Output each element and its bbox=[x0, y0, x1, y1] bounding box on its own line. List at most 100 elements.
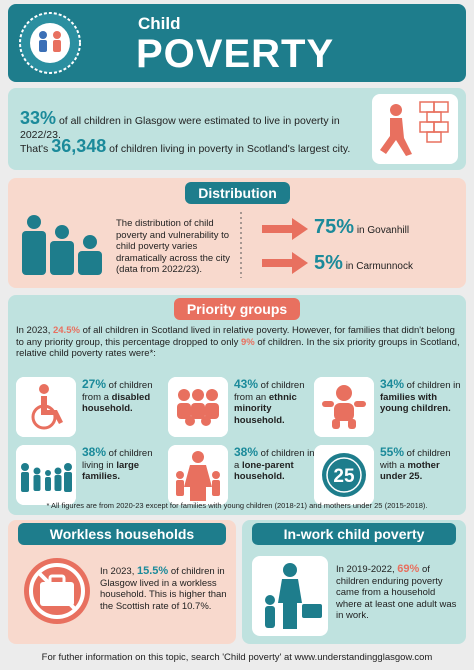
icon-shape bbox=[21, 463, 29, 471]
footnote: * All figures are from 2020-23 except fo… bbox=[46, 501, 428, 510]
icon-shape bbox=[45, 470, 51, 476]
logo bbox=[19, 12, 81, 74]
priority-item: 25 55% of children with a mother under 2… bbox=[314, 445, 464, 507]
text: In 2023, bbox=[100, 566, 135, 577]
icon-shape bbox=[212, 480, 220, 496]
intro-line: That's 36,348 of children living in pove… bbox=[20, 136, 370, 157]
no-work-icon bbox=[24, 558, 90, 624]
icon-shape bbox=[322, 453, 366, 497]
icon-shape bbox=[54, 475, 62, 491]
priority-intro: In 2023, 24.5% of all children in Scotla… bbox=[16, 325, 460, 360]
lone-parent-icon bbox=[168, 445, 228, 505]
divider bbox=[240, 212, 242, 278]
highlight: 27% bbox=[82, 377, 107, 391]
icon-shape bbox=[64, 472, 72, 492]
icon-shape bbox=[302, 604, 322, 618]
family-icon bbox=[168, 377, 228, 437]
icon-shape bbox=[334, 403, 354, 421]
icon-shape bbox=[262, 218, 308, 240]
bold-text: families with young children. bbox=[380, 391, 451, 415]
icon-shape bbox=[29, 563, 85, 619]
text: of children in bbox=[406, 380, 461, 391]
stat-label: in Carmunnock bbox=[345, 261, 413, 272]
icon-shape bbox=[380, 118, 412, 156]
item-text: 34% of children in families with young c… bbox=[380, 378, 466, 415]
icon-shape bbox=[21, 472, 29, 492]
icon-shape bbox=[192, 451, 204, 463]
icon-shape bbox=[83, 235, 97, 249]
icon-shape bbox=[178, 389, 190, 401]
icon-shape bbox=[176, 451, 220, 501]
bold-text: ethnic minority household. bbox=[234, 391, 297, 426]
priority-item: 34% of children in families with young c… bbox=[314, 377, 464, 439]
icon-shape bbox=[55, 225, 69, 239]
highlight: 9% bbox=[240, 336, 255, 348]
highlight: 15.5% bbox=[136, 565, 169, 577]
icon-shape bbox=[205, 403, 219, 419]
highlight: 55% bbox=[380, 445, 405, 459]
icon-shape bbox=[50, 241, 74, 275]
section-heading: In-work child poverty bbox=[252, 523, 456, 545]
icon-shape bbox=[192, 389, 204, 401]
icon-shape bbox=[265, 563, 322, 629]
icon-shape bbox=[39, 384, 49, 394]
icon-shape bbox=[31, 404, 57, 430]
icon-shape bbox=[283, 563, 297, 577]
age-icon: 25 bbox=[314, 445, 374, 505]
icon-shape bbox=[419, 101, 449, 143]
item-text: 27% of children from a disabled househol… bbox=[82, 377, 168, 415]
priority-item: 38% of children in a lone-parent househo… bbox=[168, 445, 318, 507]
icon-shape bbox=[177, 389, 219, 426]
title-large: POVERTY bbox=[136, 32, 335, 76]
priority-item: 38% of children living in large families… bbox=[16, 445, 166, 507]
stat-label: in Govanhill bbox=[356, 225, 410, 236]
text: In 2023, bbox=[16, 325, 51, 336]
icon-shape bbox=[37, 571, 77, 611]
section-heading: Priority groups bbox=[174, 298, 300, 320]
bold-text: disabled household. bbox=[82, 391, 151, 415]
inwork-panel: In-work child poverty In 2019-2022, 69% … bbox=[242, 520, 466, 644]
text: of children with a bbox=[380, 448, 451, 471]
icon-shape bbox=[336, 385, 352, 401]
icon-shape bbox=[348, 419, 356, 429]
icon-shape bbox=[206, 389, 218, 401]
priority-item: 43% of children from an ethnic minority … bbox=[168, 377, 318, 439]
icon-shape bbox=[278, 579, 302, 629]
priority-item: 27% of children from a disabled househol… bbox=[16, 377, 166, 439]
stat: 5% in Carmunnock bbox=[314, 252, 413, 275]
icon-shape bbox=[54, 467, 62, 475]
icon-shape bbox=[332, 419, 340, 429]
icon-shape bbox=[53, 40, 61, 52]
working-parent-icon bbox=[252, 556, 328, 636]
highlight: 33% bbox=[20, 108, 57, 128]
section-heading: Workless households bbox=[18, 523, 226, 545]
icon-shape bbox=[39, 31, 47, 39]
icon-shape bbox=[45, 477, 51, 491]
item-text: 55% of children with a mother under 25. bbox=[380, 445, 466, 483]
icon-shape bbox=[390, 104, 402, 116]
icon-shape bbox=[265, 606, 275, 628]
intro-line: 33% of all children in Glasgow were esti… bbox=[20, 108, 370, 141]
wheelchair-icon bbox=[16, 377, 76, 437]
icon-shape bbox=[185, 416, 195, 426]
bold-text: lone-parent household. bbox=[234, 459, 294, 483]
stat-value: 75% bbox=[314, 216, 355, 238]
text: of children from an bbox=[234, 380, 305, 403]
icon-shape bbox=[176, 471, 184, 479]
stat-value: 5% bbox=[314, 252, 343, 274]
icon-shape bbox=[27, 215, 41, 229]
inwork-text: In 2019-2022, 69% of children enduring p… bbox=[336, 563, 460, 622]
highlight: 69% bbox=[397, 563, 420, 575]
highlight: 38% bbox=[82, 445, 107, 459]
baby-icon bbox=[314, 377, 374, 437]
workless-panel: Workless households In 2023, 15.5% of ch… bbox=[8, 520, 236, 644]
icon-shape bbox=[184, 465, 212, 501]
icon-shape bbox=[39, 40, 47, 52]
arrow bbox=[262, 252, 308, 274]
icon-shape bbox=[78, 251, 102, 275]
icon-shape bbox=[191, 403, 205, 419]
footer: For futher information on this topic, se… bbox=[41, 652, 433, 663]
icon-shape bbox=[322, 385, 366, 429]
text: of children in Glasgow lived in a workle… bbox=[100, 566, 227, 612]
